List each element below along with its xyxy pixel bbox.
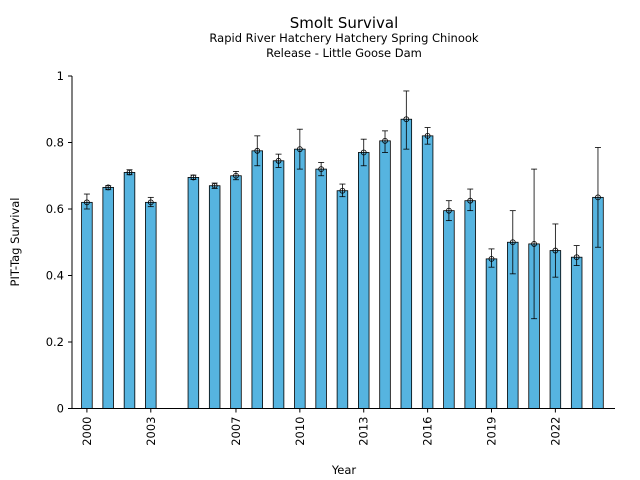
error-bar-2006 [211, 182, 218, 189]
error-bar-2015 [403, 90, 410, 150]
y-tick-label: 0 [57, 402, 64, 416]
point-marker-2013 [360, 149, 367, 156]
y-tick-label: 0.4 [46, 269, 64, 283]
bar-2000 [81, 201, 93, 409]
bar-2014 [379, 140, 391, 409]
error-bar-2005 [190, 174, 197, 181]
x-ticks: 2000 2003 2007 2010 2013 2016 2019 2022 [80, 408, 562, 446]
point-marker-2024 [595, 194, 601, 201]
point-marker-2021 [531, 241, 537, 247]
bar-2011 [315, 168, 327, 409]
x-tick-label: 2019 [484, 417, 498, 446]
bar-2005 [187, 177, 200, 409]
point-marker-2010 [296, 146, 303, 153]
bar-2015 [400, 118, 413, 409]
bar-2019 [485, 258, 498, 409]
bar-2008 [251, 150, 263, 409]
error-bar-2013 [360, 138, 367, 167]
point-marker-2001 [105, 184, 112, 191]
point-marker-2002 [126, 169, 133, 176]
error-bar-2012 [339, 183, 346, 198]
y-ticks: 0 0.2 0.4 0.6 0.8 1 [46, 69, 72, 416]
error-bar-2021 [531, 168, 538, 320]
bar-2013 [358, 152, 370, 409]
y-tick-label: 0.6 [46, 202, 64, 216]
x-axis-label: Year [331, 463, 357, 477]
point-marker-2023 [573, 254, 580, 261]
x-tick-label: 2013 [357, 417, 371, 446]
x-tick-label: 2022 [548, 417, 562, 446]
chart-subtitle-line-1: Rapid River Hatchery Hatchery Spring Chi… [209, 31, 478, 45]
point-marker-2019 [488, 255, 495, 262]
bar-2002 [123, 172, 136, 409]
bar-2023 [570, 256, 583, 409]
error-bar-2010 [296, 128, 303, 170]
point-marker-2020 [509, 239, 516, 246]
point-marker-2011 [318, 166, 325, 173]
x-tick-label: 2007 [229, 417, 243, 446]
point-marker-2015 [403, 116, 410, 123]
error-bar-2011 [318, 162, 325, 177]
point-marker-2017 [446, 207, 452, 214]
x-tick-label: 2003 [144, 417, 158, 446]
error-bar-2020 [509, 210, 516, 275]
error-bar-2019 [488, 248, 495, 268]
y-tick-label: 0.8 [46, 136, 64, 150]
error-bar-2000 [83, 193, 90, 210]
error-bar-2018 [467, 188, 474, 212]
bar-2001 [102, 186, 114, 409]
bar-2017 [443, 210, 455, 409]
bar-2006 [208, 185, 221, 409]
y-axis-label: PIT-Tag Survival [8, 198, 22, 287]
error-bar-2001 [105, 184, 112, 191]
bars-layer [81, 118, 604, 409]
error-bar-2023 [573, 245, 580, 266]
bar-2018 [464, 200, 476, 409]
error-bar-2009 [275, 153, 282, 168]
error-bar-2016 [424, 127, 431, 145]
point-marker-2009 [275, 157, 282, 164]
point-marker-2005 [190, 174, 197, 181]
point-marker-2014 [382, 137, 388, 144]
error-bar-2007 [232, 171, 239, 181]
bar-2007 [230, 175, 242, 409]
point-marker-2008 [254, 147, 261, 154]
bar-2009 [272, 160, 285, 409]
error-bar-2008 [254, 135, 261, 167]
chart-subtitle-line-2: Release - Little Goose Dam [266, 46, 422, 60]
x-tick-label: 2000 [80, 417, 94, 446]
point-marker-2006 [211, 182, 218, 189]
x-tick-label: 2010 [293, 417, 307, 446]
bar-2010 [294, 148, 306, 409]
error-bar-2022 [552, 223, 559, 278]
point-marker-2016 [424, 132, 431, 139]
error-bars-layer [83, 90, 601, 320]
point-marker-2018 [467, 197, 474, 204]
point-marker-2007 [233, 172, 239, 179]
point-marker-2000 [84, 199, 90, 206]
error-bar-2003 [147, 196, 154, 208]
bar-2016 [421, 135, 434, 409]
error-bar-2017 [445, 200, 452, 222]
y-tick-label: 1 [57, 69, 64, 83]
chart-title: Smolt Survival [290, 14, 399, 32]
point-marker-2012 [339, 187, 346, 194]
x-tick-label: 2016 [421, 417, 435, 446]
error-bar-2014 [382, 130, 389, 153]
point-marker-2003 [147, 199, 154, 206]
bar-2003 [145, 201, 157, 409]
bar-2012 [336, 190, 349, 409]
error-bar-2002 [126, 169, 133, 176]
y-tick-label: 0.2 [46, 335, 64, 349]
point-marker-2022 [552, 247, 559, 254]
error-bar-2024 [594, 147, 601, 248]
